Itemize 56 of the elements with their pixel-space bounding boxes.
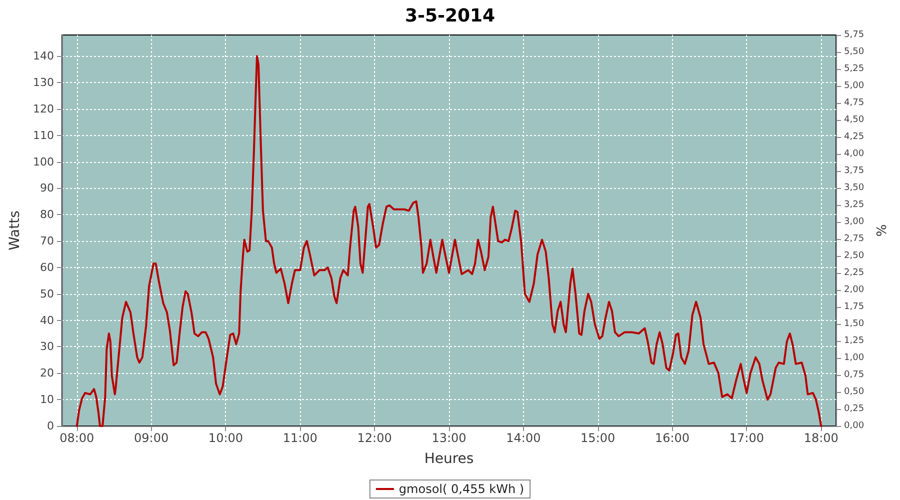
y-tick-label: 80 <box>40 208 54 222</box>
legend-label: gmosol( 0,455 kWh ) <box>398 482 524 496</box>
y2-tick-label: 0,75 <box>844 370 864 380</box>
y2-tick-label: 4,75 <box>844 98 864 108</box>
y2-tick-label: 2,00 <box>844 285 864 295</box>
y-tick-label: 10 <box>40 393 54 406</box>
y2-tick-label: 2,75 <box>844 234 864 244</box>
y2-tick-label: 5,25 <box>844 64 864 74</box>
x-tick-label: 12:00 <box>357 431 392 445</box>
y-tick-label: 100 <box>33 155 54 168</box>
x-tick-label: 18:00 <box>804 431 838 445</box>
y-tick-label: 70 <box>40 234 54 248</box>
y2-tick-label: 3,25 <box>844 200 864 210</box>
y2-tick-label: 3,75 <box>844 166 864 176</box>
chart-title: 3-5-2014 <box>404 6 496 26</box>
x-tick-label: 10:00 <box>208 431 244 445</box>
y2-tick-label: 3,50 <box>844 183 864 193</box>
x-tick-label: 08:00 <box>60 431 94 445</box>
x-tick-label: 13:00 <box>432 431 466 445</box>
y-tick-label: 40 <box>40 314 54 327</box>
x-tick-label: 16:00 <box>654 431 690 445</box>
y2-tick-label: 1,75 <box>844 302 864 312</box>
x-axis-title: Heures <box>424 451 474 467</box>
y2-tick-label: 4,25 <box>844 132 864 142</box>
y-tick-label: 0 <box>47 420 54 432</box>
y2-tick-label: 5,75 <box>844 30 864 40</box>
x-tick-label: 09:00 <box>134 431 169 445</box>
y2-tick-label: 1,25 <box>844 336 864 346</box>
line-series <box>76 55 822 427</box>
y2-tick-label: 2,50 <box>844 251 864 261</box>
y2-tick-label: 3,00 <box>844 217 864 227</box>
y-tick-label: 20 <box>40 366 54 380</box>
y2-axis-title: % <box>875 224 890 237</box>
y2-tick-label: 5,50 <box>844 47 864 57</box>
y2-tick-label: 4,50 <box>844 115 864 125</box>
y-tick-label: 120 <box>33 102 54 116</box>
x-tick-label: 17:00 <box>729 431 764 445</box>
y2-tick-label: 5,00 <box>844 81 864 91</box>
y2-tick-label: 0,00 <box>844 421 864 431</box>
x-tick-label: 15:00 <box>580 431 616 445</box>
y-tick-label: 60 <box>40 260 54 274</box>
y2-tick-label: 2,25 <box>844 268 864 278</box>
y2-tick-label: 0,50 <box>844 387 864 397</box>
y-tick-label: 140 <box>33 50 54 63</box>
y-tick-label: 110 <box>33 128 54 142</box>
y2-tick-label: 4,00 <box>844 149 864 159</box>
y-tick-label: 90 <box>40 182 54 195</box>
y2-tick-label: 0,25 <box>844 404 864 414</box>
x-tick-label: 14:00 <box>506 431 541 445</box>
y-tick-label: 130 <box>33 76 54 90</box>
y2-tick-label: 1,50 <box>844 319 864 329</box>
y-axis-title: Watts <box>7 210 24 250</box>
y-tick-label: 50 <box>40 287 54 300</box>
x-tick-label: 11:00 <box>282 431 318 445</box>
y2-tick-label: 1,00 <box>844 353 864 363</box>
y-tick-label: 30 <box>40 340 54 354</box>
